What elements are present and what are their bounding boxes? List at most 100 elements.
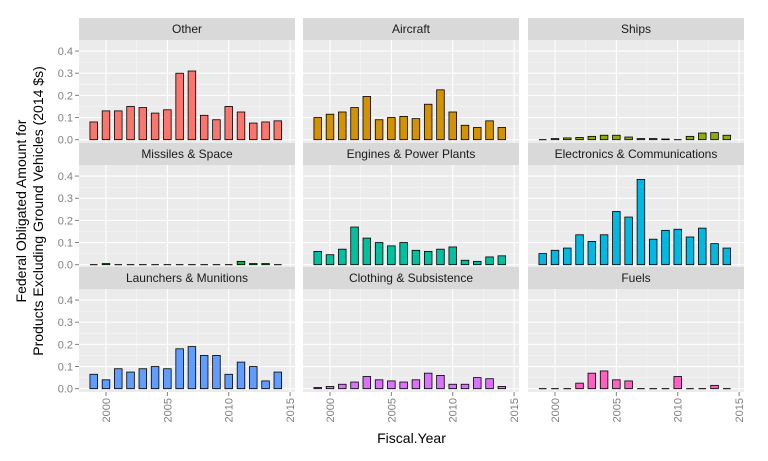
- x-tick-label: 2005: [611, 398, 623, 422]
- panel-other: Other 0.0 0.1 0.2 0.3 0.4: [58, 18, 295, 147]
- y-tick-label: 0.3: [58, 193, 73, 205]
- bar: [497, 127, 507, 141]
- bar: [175, 348, 184, 390]
- bar: [89, 373, 98, 390]
- bar: [187, 346, 197, 390]
- x-tick-label: 2010: [448, 398, 460, 422]
- bar: [89, 121, 98, 141]
- bar: [399, 381, 408, 390]
- bar: [624, 136, 633, 141]
- bar: [261, 121, 270, 141]
- y-tick-label: 0.2: [58, 339, 73, 351]
- y-tick-label: 0.4: [58, 171, 73, 183]
- y-tick-label: 0.2: [58, 215, 73, 227]
- panel-fuels: Fuels 2000 2005 2010 2015: [528, 267, 746, 422]
- bar: [485, 120, 494, 141]
- bar: [313, 117, 322, 141]
- bar: [587, 241, 597, 266]
- panel-electronics-and-communications: Electronics & Communications: [528, 143, 744, 268]
- panel-title: Missiles & Space: [141, 147, 233, 161]
- panel-background: [79, 165, 295, 268]
- x-tick-label: 2000: [101, 398, 113, 422]
- panel-title: Electronics & Communications: [555, 147, 718, 161]
- panel-strip: [528, 267, 744, 289]
- bar: [374, 242, 384, 266]
- bar: [612, 211, 621, 266]
- bar: [648, 238, 658, 266]
- bar: [199, 355, 209, 390]
- bar: [436, 248, 445, 266]
- bar: [273, 120, 283, 141]
- bar: [587, 135, 597, 141]
- bar: [636, 178, 646, 266]
- panel-background: [528, 289, 744, 392]
- x-tick-label: 2015: [285, 398, 297, 422]
- bar: [325, 113, 335, 141]
- bar: [685, 135, 695, 141]
- bar: [150, 366, 160, 390]
- bar: [612, 379, 621, 390]
- panel-engines-and-power-plants: Engines & Power Plants: [303, 143, 519, 268]
- bar: [338, 111, 347, 141]
- y-tick-label: 0.3: [58, 68, 73, 80]
- bar: [338, 248, 347, 266]
- bar: [126, 106, 135, 141]
- panel-title: Engines & Power Plants: [347, 147, 476, 161]
- bar: [448, 383, 457, 390]
- bar: [460, 383, 470, 390]
- bar: [575, 382, 584, 390]
- bar: [685, 236, 695, 266]
- bar: [114, 110, 123, 141]
- bar: [473, 260, 482, 266]
- bar: [313, 250, 322, 266]
- bar: [187, 70, 197, 141]
- y-axis-title-line-1: Federal Obligated Amount for: [13, 119, 29, 302]
- bar: [411, 249, 421, 266]
- y-tick-label: 0.0: [58, 384, 73, 396]
- x-tick-label: 2015: [509, 398, 521, 422]
- bar: [436, 374, 445, 390]
- x-axis-title: Fiscal.Year: [377, 430, 446, 446]
- x-tick-label: 2010: [673, 398, 685, 422]
- bar: [249, 366, 258, 390]
- y-tick-label: 0.4: [58, 46, 73, 58]
- bar: [163, 109, 172, 141]
- bar: [362, 376, 372, 390]
- bar: [448, 111, 457, 141]
- y-tick-label: 0.2: [58, 90, 73, 102]
- bar: [497, 255, 507, 266]
- panel-title: Ships: [621, 22, 651, 36]
- bar: [387, 245, 396, 266]
- bar: [163, 368, 172, 390]
- bar: [722, 247, 732, 266]
- panel-strip: [303, 143, 519, 165]
- panel-background: [303, 165, 519, 268]
- bar: [612, 134, 621, 141]
- y-axis-title-line-2: Products Excluding Ground Vehicles (2014…: [30, 66, 46, 356]
- bar: [175, 72, 184, 141]
- bar: [648, 138, 658, 141]
- bar: [599, 370, 609, 390]
- bar: [249, 263, 258, 266]
- panel-title: Fuels: [621, 271, 650, 285]
- bar: [563, 247, 572, 266]
- bar: [550, 138, 560, 141]
- bar: [350, 107, 359, 141]
- bar: [325, 386, 335, 390]
- bar: [485, 378, 494, 390]
- bar: [387, 117, 396, 141]
- bar: [313, 387, 322, 390]
- panel-background: [303, 289, 519, 392]
- bar: [362, 237, 372, 266]
- bar: [273, 371, 283, 390]
- panel-background: [79, 289, 295, 392]
- panel-strip: [303, 267, 519, 289]
- y-tick-label: 0.1: [58, 238, 73, 250]
- bar: [624, 216, 633, 266]
- panel-strip: [528, 143, 744, 165]
- bar: [399, 116, 408, 141]
- bar: [212, 355, 221, 390]
- y-tick-label: 0.1: [58, 113, 73, 125]
- x-tick-label: 2015: [734, 398, 746, 422]
- bar: [661, 138, 670, 141]
